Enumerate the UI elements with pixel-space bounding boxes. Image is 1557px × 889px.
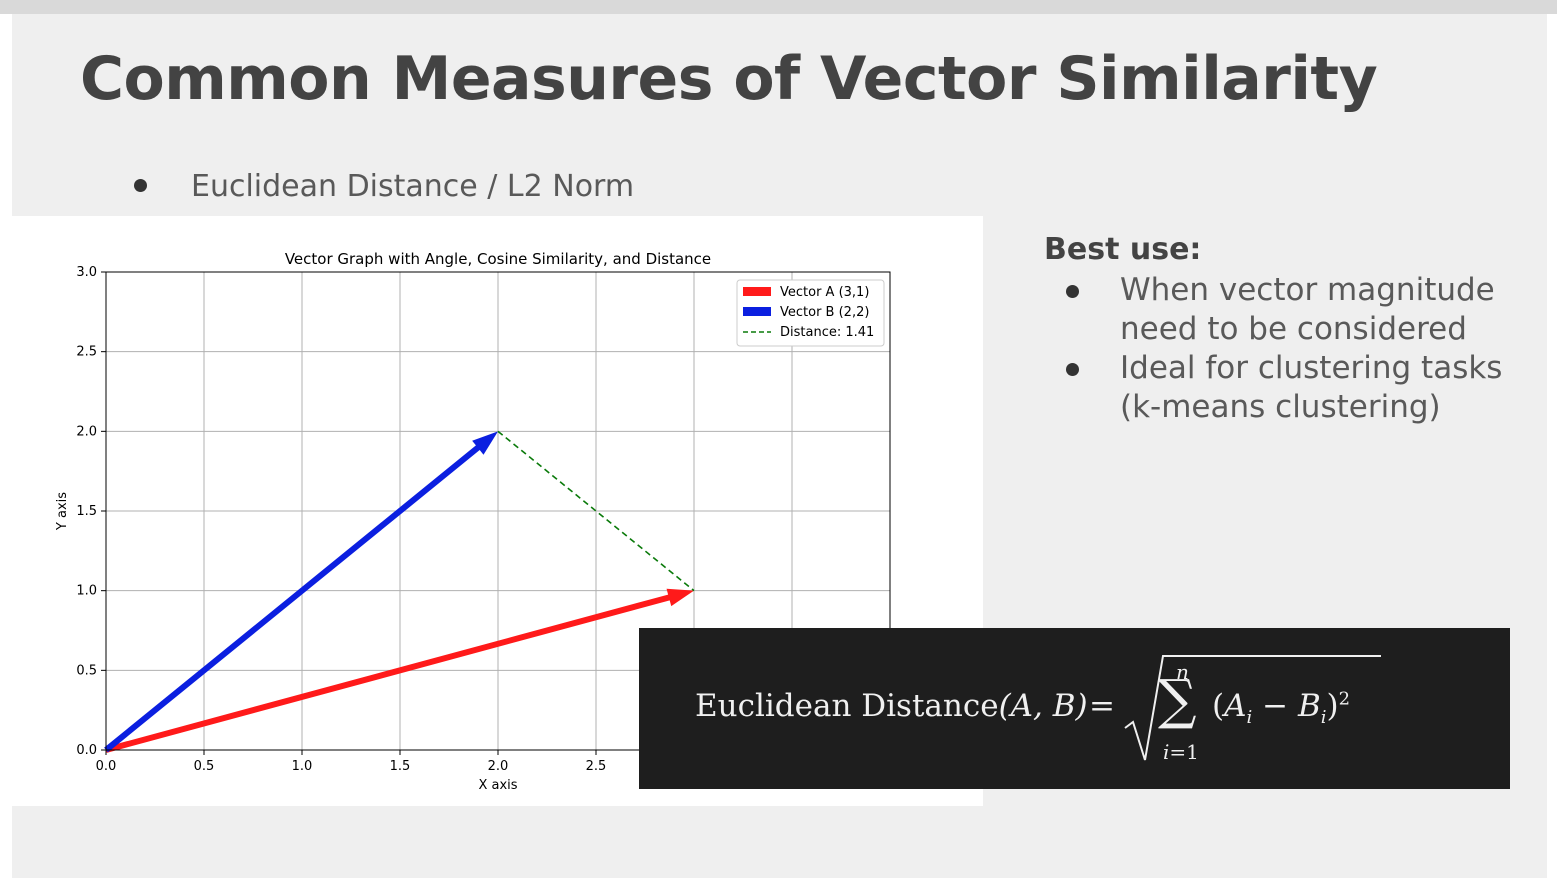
legend-box — [736, 279, 885, 347]
legend-label: Vector A (3,1) — [780, 285, 869, 300]
slide: Common Measures of Vector Similarity Euc… — [12, 14, 1547, 878]
y-tick-label: 1.0 — [76, 584, 97, 599]
x-tick-label: 0.0 — [96, 759, 117, 774]
vector-b-arrow-shape — [104, 431, 498, 753]
best-use-item-text: When vector magnitude need to be conside… — [1120, 272, 1495, 347]
sum-upper-limit: n — [1176, 660, 1189, 684]
sum-index: i — [1163, 740, 1170, 764]
x-tick-label: 1.5 — [390, 759, 411, 774]
x-tick-label: 0.5 — [194, 759, 215, 774]
euclidean-formula-box: Euclidean Distance(A, B) = n ∑ i=1 (Ai −… — [639, 628, 1510, 789]
vector-chart: 0.0 0.5 1.0 1.5 2.0 2.50.00.51.01.52.02.53.0 … — [55, 250, 891, 793]
x-tick-label: 2.0 — [488, 759, 509, 774]
window-top-bar — [0, 0, 1557, 14]
chart-series — [104, 430, 695, 753]
legend-label: Vector B (2,2) — [780, 305, 869, 320]
term-b: B — [1297, 688, 1321, 724]
formula-args: (A, B) — [998, 688, 1088, 724]
formula-name: Euclidean Distance — [695, 688, 999, 724]
formula-lhs: Euclidean Distance(A, B) — [695, 688, 1088, 724]
formula-equals: = — [1089, 688, 1115, 724]
bullet-dot-icon — [1066, 363, 1079, 376]
chart-panel: 0.0 0.5 1.0 1.5 2.0 2.5 0.0 0.5 1.0 1.5 2.0 2.5 3.0 … — [12, 216, 983, 806]
y-tick-label: 2.5 — [76, 345, 97, 360]
x-tick-label: 2.5 — [586, 759, 607, 774]
y-axis-label: Y axis — [55, 492, 70, 531]
y-tick-label: 3.0 — [76, 265, 97, 280]
term-minus: − — [1262, 688, 1289, 724]
term-a-index: i — [1246, 707, 1253, 729]
x-axis-label: X axis — [478, 778, 517, 793]
term-a: A — [1224, 688, 1247, 724]
sqrt-icon — [1124, 655, 1381, 761]
summation-icon: ∑ — [1158, 668, 1197, 731]
term-power: 2 — [1338, 688, 1351, 710]
best-use-item-text: Ideal for clustering tasks (k-means clus… — [1120, 350, 1503, 425]
y-tick-label: 1.5 — [76, 504, 97, 519]
best-use-item: Ideal for clustering tasks (k-means clus… — [1044, 349, 1524, 427]
vector-a-arrow — [105, 588, 694, 753]
best-use-panel: Best use: When vector magnitude need to … — [1044, 232, 1524, 427]
sum-start: =1 — [1169, 740, 1199, 764]
main-bullet-text: Euclidean Distance / L2 Norm — [191, 169, 635, 204]
chart-title: Vector Graph with Angle, Cosine Similari… — [285, 250, 711, 268]
term-b-index: i — [1320, 707, 1327, 729]
distance-line — [497, 430, 695, 592]
formula-term: (Ai − Bi)2 — [1212, 688, 1351, 729]
bullet-dot-icon — [1066, 285, 1079, 298]
bullet-dot-icon — [134, 179, 147, 192]
best-use-list: When vector magnitude need to be conside… — [1044, 271, 1524, 427]
window-right-edge — [1547, 14, 1557, 889]
sum-lower-limit: i=1 — [1163, 740, 1199, 764]
chart-ticks: 0.0 0.5 1.0 1.5 2.0 2.5 0.0 0.5 1.0 1.5 2.0 2.5 3.0 — [76, 265, 606, 774]
y-tick-label: 0.0 — [76, 743, 97, 758]
best-use-heading: Best use: — [1044, 232, 1202, 267]
slide-title: Common Measures of Vector Similarity — [80, 44, 1378, 114]
legend-label: Distance: 1.41 — [780, 325, 874, 340]
x-tick-label: 1.0 — [292, 759, 313, 774]
chart-legend: Vector A (3,1) Vector B (2,2) Distance: 1.… — [736, 279, 885, 347]
legend-swatch — [743, 287, 771, 296]
y-tick-label: 0.5 — [76, 663, 97, 678]
y-tick-label: 2.0 — [76, 424, 97, 439]
vector-a-arrow-shape — [105, 588, 694, 753]
best-use-item: When vector magnitude need to be conside… — [1044, 271, 1524, 349]
vector-b-arrow — [104, 431, 498, 753]
legend-swatch — [743, 307, 771, 316]
